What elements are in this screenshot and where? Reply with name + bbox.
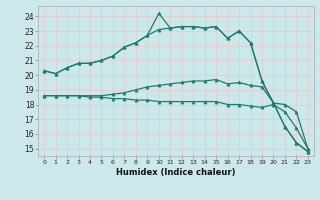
X-axis label: Humidex (Indice chaleur): Humidex (Indice chaleur) bbox=[116, 168, 236, 177]
